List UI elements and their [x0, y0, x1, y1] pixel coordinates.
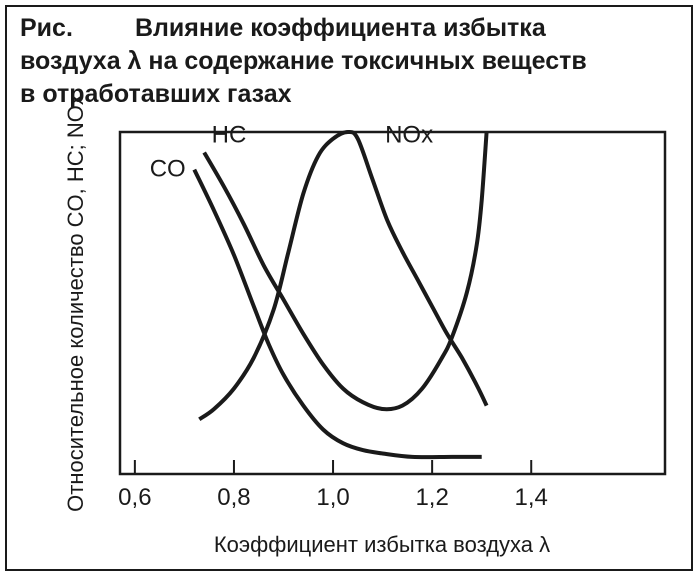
series-line-nox: [198, 129, 489, 421]
x-tick-label: 1,2: [415, 484, 448, 511]
figure-label: Рис.: [20, 14, 73, 42]
plot-area-frame: [118, 130, 667, 476]
x-axis-ticks: 0,6 0,8 1,0 1,2 1,4: [118, 460, 548, 511]
x-tick-label: 0,6: [118, 484, 151, 511]
series-label-co: CO: [150, 155, 186, 182]
y-axis-title: Относительное количество CO, HC; NOx: [63, 94, 88, 512]
series-line-co: [192, 168, 482, 460]
caption-text-2: воздуха λ на содержание токсичных вещест…: [20, 47, 587, 75]
x-tick-label: 1,4: [515, 484, 548, 511]
caption-line-1: Рис. Влияние коэффициента избытка: [20, 12, 680, 45]
caption-text-3: в отработавших газах: [20, 80, 292, 108]
caption-text-1: Влияние коэффициента избытка: [135, 14, 546, 42]
series-label-nox: NOx: [385, 121, 433, 148]
series-labels: CO HC NOx: [150, 121, 433, 182]
series-line-hc: [202, 131, 489, 412]
x-axis-title: Коэффициент избытка воздуха λ: [214, 532, 550, 557]
series-layer: [192, 129, 489, 460]
series-label-hc: HC: [212, 121, 247, 148]
figure-caption: Рис. Влияние коэффициента избытка воздуха…: [20, 12, 680, 111]
x-tick-label: 1,0: [316, 484, 349, 511]
x-tick-label: 0,8: [217, 484, 250, 511]
